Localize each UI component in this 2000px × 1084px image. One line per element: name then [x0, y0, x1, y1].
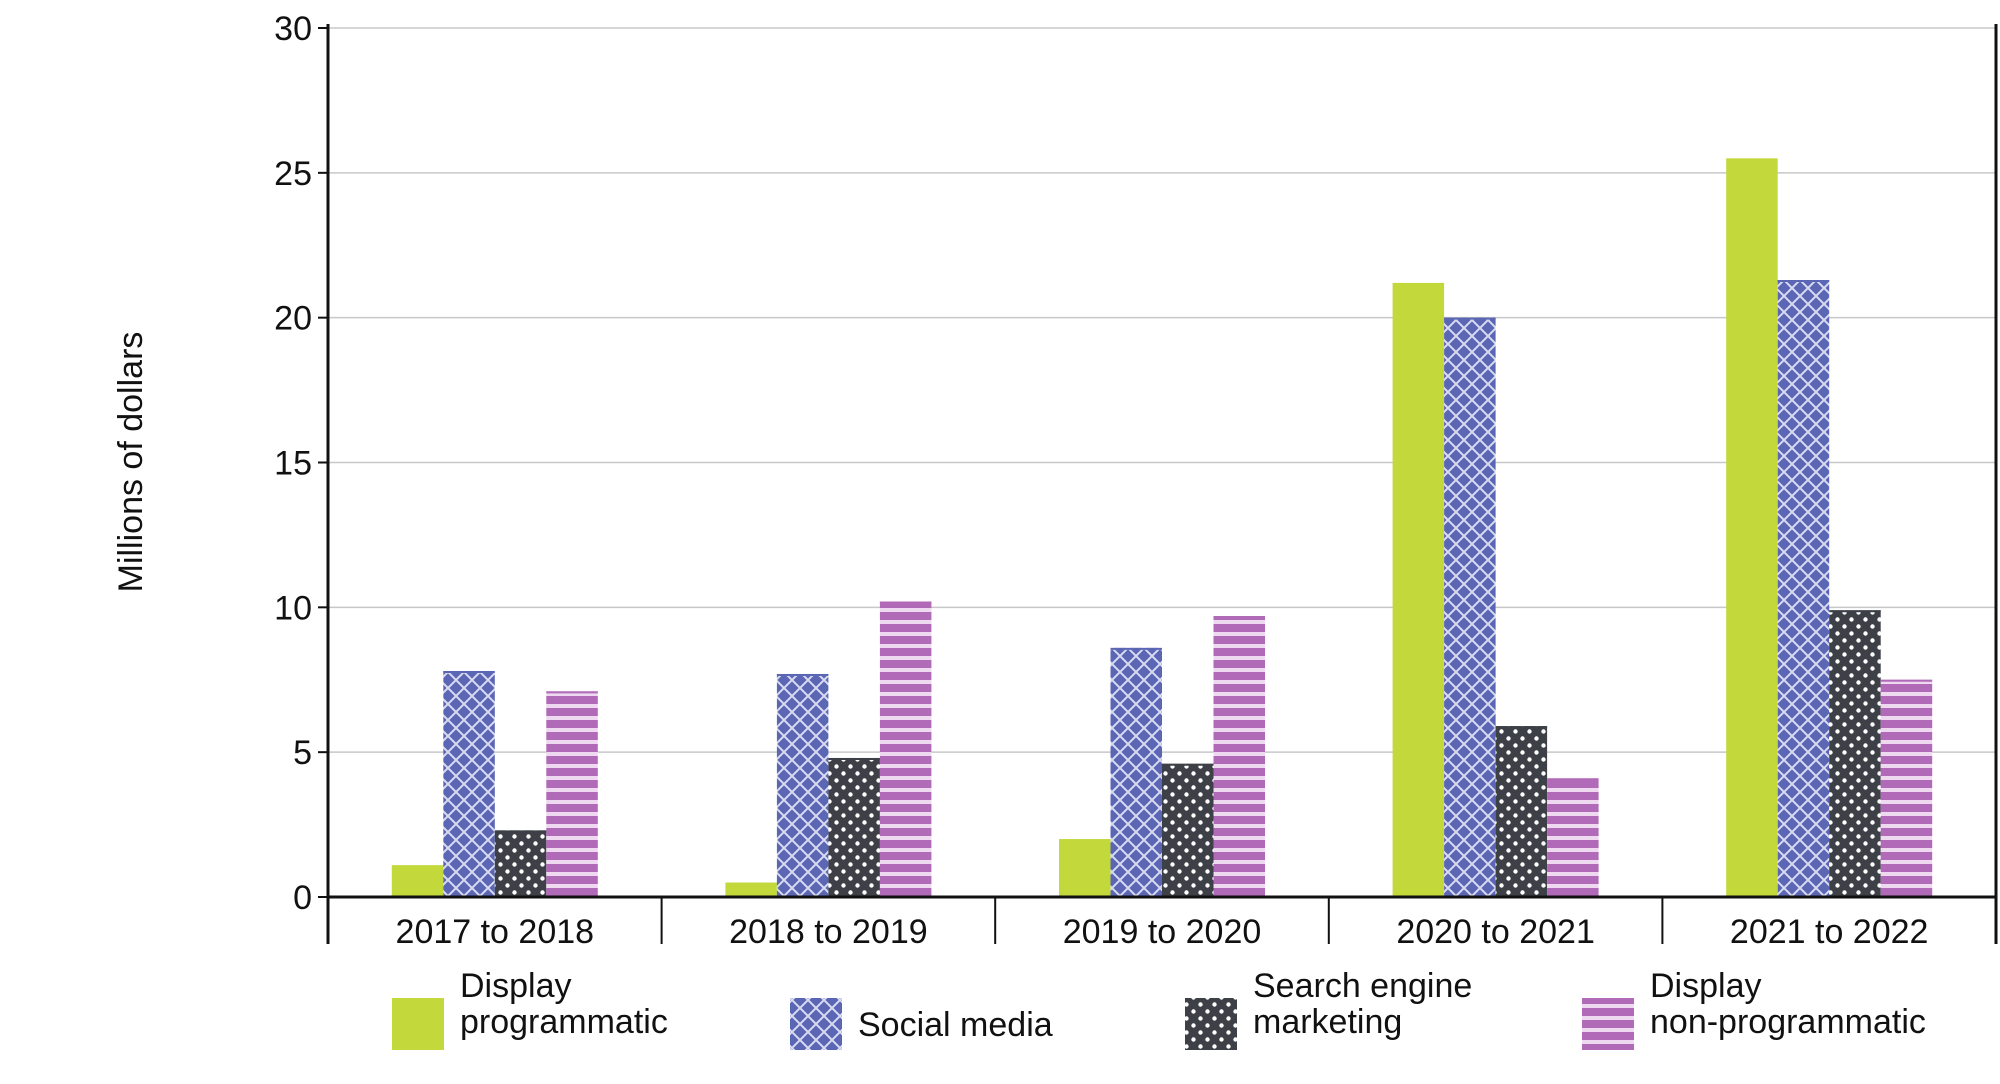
bar: [1829, 610, 1881, 897]
bar: [443, 671, 495, 897]
y-tick-label: 25: [274, 155, 312, 193]
legend-label: marketing: [1253, 1003, 1402, 1041]
bar: [494, 830, 547, 897]
legend-swatch: [1582, 998, 1634, 1050]
legend-swatch: [1185, 998, 1237, 1050]
bar: [1726, 158, 1778, 898]
bars: [391, 158, 1933, 898]
category-label: 2017 to 2018: [396, 913, 595, 951]
legend-label: Search engine: [1253, 967, 1472, 1005]
bar: [1110, 647, 1162, 897]
legend-swatch: [392, 998, 444, 1050]
bar: [1213, 616, 1265, 897]
bar: [1059, 839, 1111, 897]
legend-label: Social media: [858, 1006, 1053, 1044]
legend-item: Social media: [790, 998, 1053, 1050]
legend-swatch: [790, 998, 842, 1050]
bar: [391, 865, 444, 897]
y-tick-label: 10: [274, 589, 312, 627]
bar: [1444, 317, 1496, 898]
category-label: 2021 to 2022: [1730, 913, 1929, 951]
legend-label: programmatic: [460, 1003, 668, 1041]
bar: [1162, 763, 1214, 897]
legend-label: Display: [460, 967, 571, 1005]
bar: [1495, 726, 1548, 897]
bar: [546, 691, 598, 897]
bar: [725, 882, 777, 897]
axes: [318, 24, 1998, 944]
y-tick-label: 30: [274, 10, 312, 48]
category-label: 2018 to 2019: [729, 913, 928, 951]
category-labels: 2017 to 2018 2018 to 2019 2019 to 2020 2020…: [396, 913, 1929, 951]
bar: [776, 673, 829, 897]
y-tick-labels: 0 5 10 15 20 25 30: [274, 10, 312, 917]
bar: [1880, 679, 1933, 897]
category-label: 2019 to 2020: [1063, 913, 1262, 951]
gridlines: [328, 27, 1996, 753]
legend-label: non-programmatic: [1650, 1003, 1926, 1041]
y-tick-label: 20: [274, 300, 312, 338]
bar: [828, 757, 880, 897]
y-tick-label: 5: [293, 734, 312, 772]
bar: [1777, 280, 1830, 897]
bar: [1547, 778, 1599, 897]
category-label: 2020 to 2021: [1396, 913, 1595, 951]
bar: [879, 601, 932, 897]
bar: [1392, 282, 1445, 897]
y-axis-label: Millions of dollars: [112, 332, 150, 593]
legend-label: Display: [1650, 967, 1761, 1005]
y-tick-label: 15: [274, 445, 312, 483]
y-tick-label: 0: [293, 879, 312, 917]
